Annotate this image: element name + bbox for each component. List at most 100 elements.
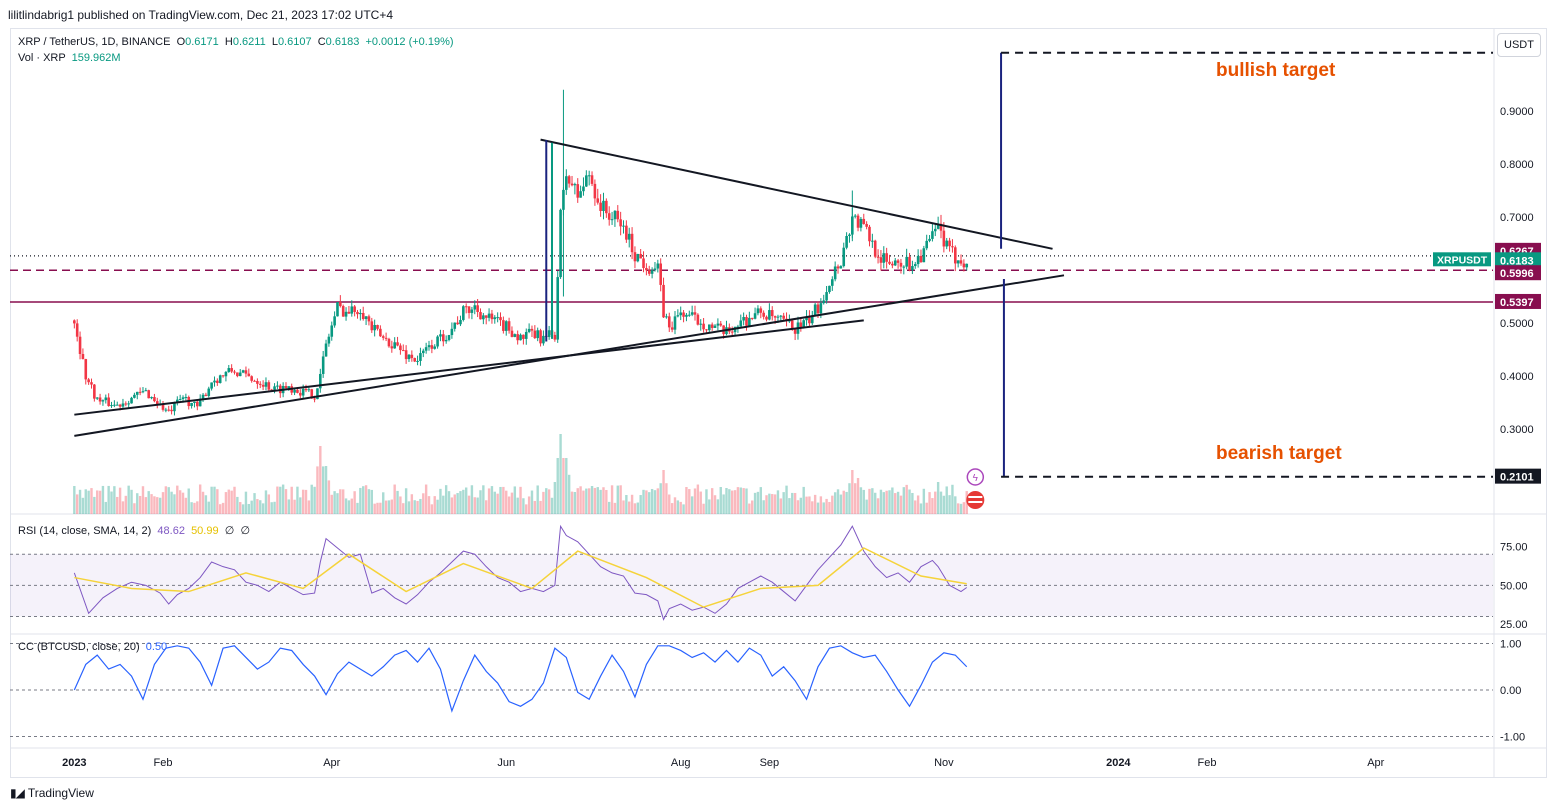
volume-bar: [510, 492, 514, 514]
volume-bar: [862, 489, 865, 514]
time-tick-label: Feb: [154, 757, 173, 769]
volume-bar: [954, 496, 957, 514]
candle-body: [310, 389, 314, 399]
candle-body: [135, 391, 139, 395]
volume-bar: [144, 497, 148, 514]
candle-body: [462, 306, 465, 320]
volume-bar: [433, 496, 436, 514]
rsi-extra-2: ∅: [240, 525, 251, 537]
candle-body: [319, 373, 322, 389]
candle-body: [799, 322, 803, 328]
volume-bar: [773, 494, 777, 514]
rsi-tick-label: 25.00: [1500, 619, 1528, 631]
volume-bar: [525, 504, 528, 514]
volume-bar: [356, 502, 359, 514]
volume-bar: [505, 490, 508, 514]
volume-bar: [562, 458, 565, 514]
candle-body: [962, 263, 966, 268]
volume-bar: [585, 488, 588, 514]
currency-unit-button[interactable]: USDT: [1497, 33, 1541, 57]
candle-body: [842, 247, 846, 267]
candle-body: [936, 223, 940, 229]
candle-body: [238, 372, 242, 377]
volume-bar: [156, 497, 159, 514]
volume-bar: [296, 486, 299, 514]
candle-body: [301, 388, 305, 396]
candle-body: [178, 398, 182, 400]
candle-body: [421, 350, 425, 354]
candle-body: [84, 359, 88, 380]
volume-bar: [613, 502, 617, 514]
volume-bar: [842, 490, 845, 514]
rsi-tick-label: 75.00: [1500, 541, 1528, 553]
volume-bar: [516, 497, 519, 514]
volume-bar: [324, 466, 328, 514]
candle-body: [190, 403, 193, 407]
candle-body: [745, 317, 748, 326]
candle-body: [647, 270, 651, 274]
volume-bar: [496, 493, 499, 514]
candle-body: [630, 233, 634, 253]
candle-body: [687, 314, 691, 316]
high-label: H: [224, 36, 233, 48]
volume-bar: [665, 483, 668, 514]
volume-bar: [362, 486, 365, 514]
candle-body: [590, 175, 594, 184]
cc-legend: CC (BTCUSD, close, 20) 0.50: [18, 641, 167, 653]
tradingview-logo[interactable]: ▮◢ TradingView: [10, 786, 94, 800]
candle-body: [642, 258, 645, 269]
cc-value: 0.50: [145, 641, 168, 653]
price-badge-text: 0.5397: [1500, 297, 1534, 309]
candle-body: [605, 200, 608, 214]
volume-bar: [101, 485, 105, 514]
cc-label[interactable]: CC (BTCUSD, close, 20): [18, 641, 140, 653]
volume-bar: [905, 484, 908, 514]
volume-bar: [670, 503, 674, 514]
candle-body: [144, 390, 148, 392]
volume-bar: [616, 485, 619, 514]
volume-label[interactable]: Vol · XRP: [18, 52, 66, 64]
candle-body: [444, 339, 448, 342]
candle-body: [273, 386, 276, 390]
volume-bar: [719, 486, 722, 514]
volume-bar: [384, 500, 388, 514]
candle-body: [882, 253, 886, 263]
volume-bar: [779, 498, 783, 514]
candle-body: [524, 331, 528, 339]
volume-bar: [608, 501, 611, 514]
candle-body: [790, 320, 794, 329]
volume-bar: [748, 503, 751, 514]
candle-body: [267, 382, 271, 390]
volume-bar: [287, 499, 291, 514]
volume-bar: [659, 483, 662, 514]
volume-bar: [439, 488, 442, 514]
volume-bar: [919, 503, 923, 514]
candle-body: [256, 380, 259, 384]
volume-bar: [725, 488, 728, 514]
volume-bar: [788, 498, 791, 514]
candle-body: [547, 330, 551, 337]
candle-body: [956, 260, 960, 264]
candle-body: [673, 316, 677, 330]
volume-bar: [553, 482, 557, 514]
candle-body: [138, 391, 142, 393]
volume-bar: [550, 497, 554, 514]
volume-bar: [710, 488, 714, 514]
candle-body: [161, 403, 165, 410]
candle-body: [390, 346, 394, 349]
candle-body: [453, 322, 457, 329]
rsi-label[interactable]: RSI (14, close, SMA, 14, 2): [18, 525, 152, 537]
candle-body: [447, 335, 451, 340]
volume-bar: [648, 492, 651, 514]
candle-body: [696, 314, 700, 325]
volume-bar: [447, 491, 451, 514]
candle-body: [439, 334, 442, 337]
volume-bar: [885, 490, 888, 514]
volume-bar: [98, 490, 102, 514]
volume-bar: [376, 502, 379, 514]
symbol-name[interactable]: XRP / TetherUS, 1D, BINANCE: [18, 36, 171, 48]
candle-body: [236, 372, 239, 377]
publisher-header: lilitlindabrig1 published on TradingView…: [8, 8, 394, 22]
candle-body: [218, 375, 222, 383]
